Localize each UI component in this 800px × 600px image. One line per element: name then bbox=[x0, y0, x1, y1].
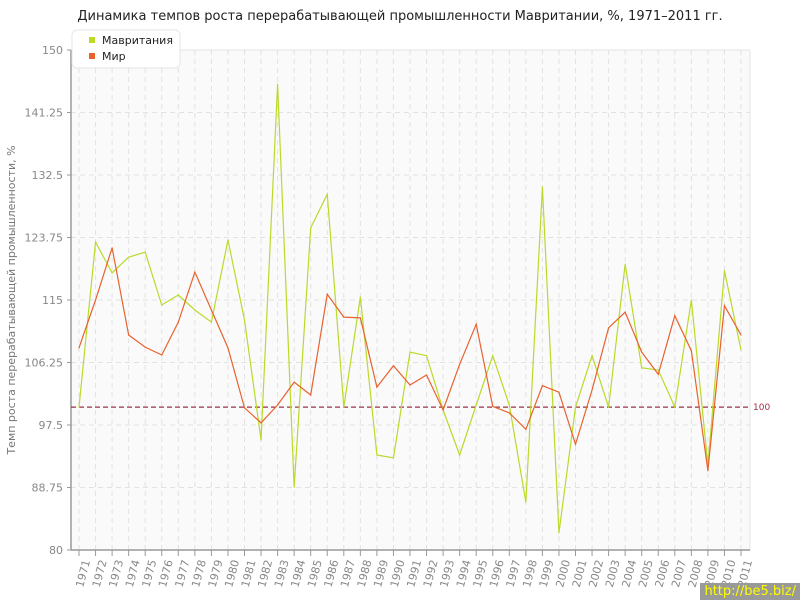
data-point bbox=[657, 373, 659, 375]
data-point bbox=[243, 407, 246, 409]
y-axis-title: Темп роста перерабатывающей промышленнос… bbox=[5, 145, 18, 455]
data-point bbox=[525, 428, 527, 430]
legend-item[interactable]: Мир bbox=[102, 50, 126, 63]
data-point bbox=[425, 374, 428, 376]
data-point bbox=[541, 385, 544, 387]
data-point bbox=[94, 241, 97, 243]
data-point bbox=[641, 367, 643, 369]
data-point bbox=[277, 83, 279, 85]
data-point bbox=[161, 304, 163, 306]
data-point bbox=[723, 305, 726, 307]
data-point bbox=[359, 317, 361, 319]
data-point bbox=[243, 319, 246, 321]
y-tick-label: 115 bbox=[42, 294, 63, 307]
data-point bbox=[177, 294, 179, 296]
data-point bbox=[459, 454, 461, 456]
y-tick-label: 141.25 bbox=[25, 107, 64, 120]
y-tick-label: 123.75 bbox=[25, 232, 64, 245]
data-point bbox=[541, 186, 544, 188]
data-point bbox=[194, 271, 196, 273]
data-point bbox=[492, 405, 494, 408]
data-point bbox=[657, 369, 659, 371]
data-point bbox=[326, 193, 328, 195]
data-point bbox=[740, 349, 742, 351]
y-tick-label: 106.25 bbox=[25, 357, 64, 370]
data-point bbox=[359, 296, 361, 298]
data-point bbox=[194, 309, 196, 311]
data-point bbox=[161, 354, 163, 356]
data-point bbox=[525, 501, 527, 503]
data-point bbox=[210, 321, 212, 323]
data-point bbox=[78, 406, 80, 408]
data-point bbox=[442, 409, 444, 411]
data-point bbox=[690, 350, 692, 352]
data-point bbox=[723, 270, 726, 272]
data-point bbox=[343, 316, 345, 318]
data-point bbox=[277, 404, 279, 406]
data-point bbox=[558, 532, 560, 534]
y-tick-label: 132.5 bbox=[32, 169, 64, 182]
data-point bbox=[260, 422, 262, 424]
data-point bbox=[227, 239, 229, 241]
chart-title: Динамика темпов роста перерабатывающей п… bbox=[77, 9, 723, 24]
data-point bbox=[508, 404, 510, 406]
data-point bbox=[310, 394, 312, 396]
data-point bbox=[459, 363, 461, 365]
data-point bbox=[674, 406, 676, 408]
data-point bbox=[608, 406, 610, 408]
data-point bbox=[376, 454, 378, 456]
data-point bbox=[210, 309, 212, 311]
data-point bbox=[707, 470, 709, 472]
y-tick-label: 150 bbox=[42, 44, 63, 57]
data-point bbox=[78, 347, 80, 349]
y-tick-label: 97.5 bbox=[39, 419, 64, 432]
watermark[interactable]: http://be5.biz/ bbox=[700, 583, 800, 600]
legend-swatch bbox=[89, 37, 95, 43]
data-point bbox=[326, 293, 328, 295]
data-point bbox=[608, 327, 610, 329]
data-point bbox=[343, 406, 345, 408]
legend-swatch bbox=[89, 53, 95, 59]
data-point bbox=[641, 351, 643, 353]
data-point bbox=[310, 227, 312, 229]
data-point bbox=[674, 315, 676, 317]
data-point bbox=[260, 439, 262, 441]
data-point bbox=[492, 355, 494, 357]
data-point bbox=[409, 384, 411, 386]
data-point bbox=[624, 263, 626, 265]
data-point bbox=[591, 355, 593, 357]
y-tick-label: 80 bbox=[49, 544, 63, 557]
data-point bbox=[475, 323, 477, 325]
data-point bbox=[111, 272, 113, 274]
data-point bbox=[740, 334, 742, 336]
data-point bbox=[690, 299, 692, 301]
data-point bbox=[94, 299, 97, 301]
data-point bbox=[144, 346, 146, 348]
data-point bbox=[392, 457, 395, 459]
data-point bbox=[128, 256, 130, 258]
data-point bbox=[293, 486, 295, 488]
y-tick-label: 88.75 bbox=[32, 482, 64, 495]
legend-box bbox=[71, 29, 181, 69]
data-point bbox=[508, 412, 510, 414]
legend-item[interactable]: Мавритания bbox=[102, 34, 173, 47]
reference-line-label: 100 bbox=[753, 403, 770, 413]
data-point bbox=[591, 389, 593, 391]
data-point bbox=[624, 311, 626, 313]
data-point bbox=[227, 347, 229, 349]
data-point bbox=[392, 365, 395, 367]
data-point bbox=[376, 386, 378, 388]
data-point bbox=[177, 321, 179, 323]
data-point bbox=[475, 404, 477, 406]
data-point bbox=[111, 247, 113, 249]
data-point bbox=[558, 391, 560, 393]
data-point bbox=[144, 251, 146, 253]
data-point bbox=[425, 355, 428, 357]
data-point bbox=[574, 443, 577, 445]
data-point bbox=[293, 381, 295, 383]
data-point bbox=[128, 334, 130, 336]
data-point bbox=[574, 406, 577, 408]
data-point bbox=[409, 351, 411, 353]
